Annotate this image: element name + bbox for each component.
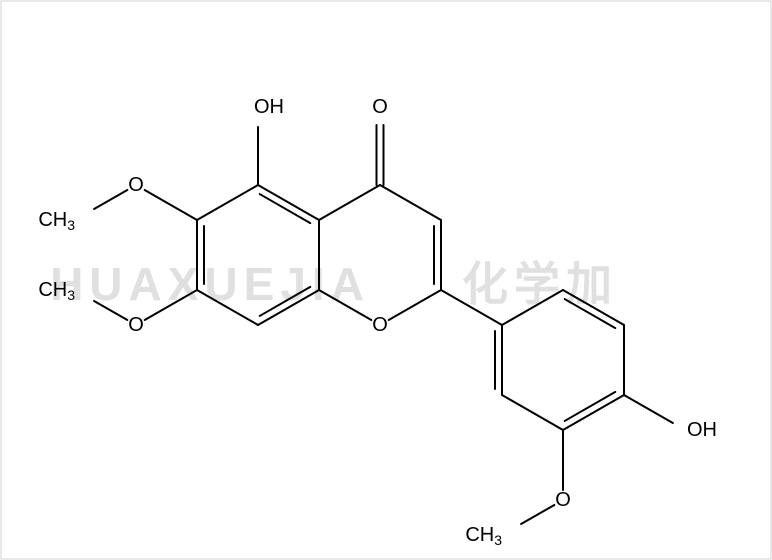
- atom-label-subst_right-o4p: OH: [687, 419, 717, 441]
- atom-label-subst_left-o6: O: [128, 174, 144, 196]
- atom-label-subst_left-c6m: CH3: [38, 209, 75, 233]
- atom-label-subst_right-o3p: O: [555, 489, 571, 511]
- watermark: HUAXUEJIA化学加: [50, 258, 618, 310]
- atom-label-ketone_o: O: [372, 96, 388, 118]
- atom-label-subst_right-c3m: CH3: [465, 524, 502, 548]
- atom-label-ring_c-o1: O: [372, 314, 388, 336]
- molecule-diagram: HUAXUEJIA化学加OOOHOOCH3CH3OHOCH3: [0, 0, 772, 560]
- atom-label-subst_left-o7: O: [128, 314, 144, 336]
- atom-labels: OOOHOOCH3CH3OHOCH3: [38, 96, 717, 548]
- atom-label-subst_left-o_top: OH: [254, 96, 284, 118]
